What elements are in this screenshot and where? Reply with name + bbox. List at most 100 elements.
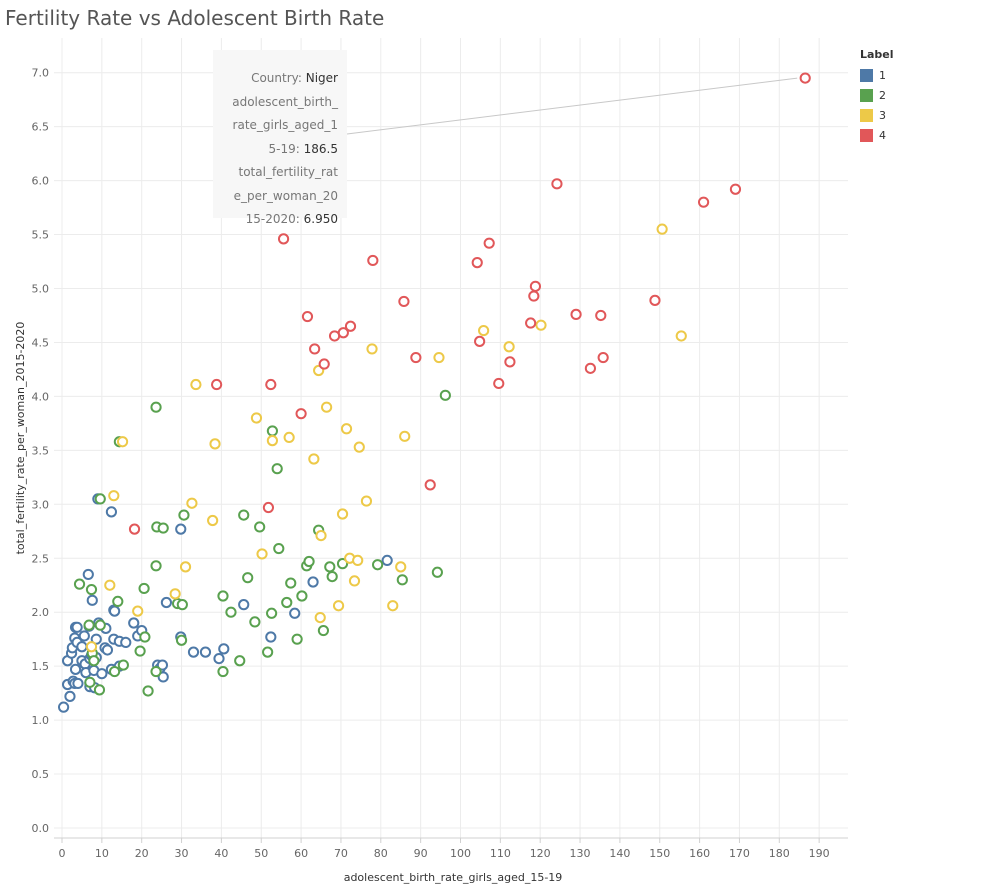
data-point-label-3[interactable] [675,330,687,342]
data-point-label-1[interactable] [96,668,108,680]
data-point-label-4[interactable] [398,295,410,308]
data-point-label-4[interactable] [697,196,710,208]
data-point-label-3[interactable] [478,324,490,337]
data-point-label-1[interactable] [109,605,121,617]
data-point-label-2[interactable] [262,646,274,658]
data-point-label-2[interactable] [94,493,106,505]
data-point-label-1[interactable] [105,506,118,518]
data-point-label-3[interactable] [266,435,279,447]
data-point-label-3[interactable] [360,495,373,507]
data-point-label-2[interactable] [271,463,283,475]
data-point-label-4[interactable] [493,377,505,390]
data-point-label-1[interactable] [381,554,393,567]
data-point-label-3[interactable] [104,579,116,591]
data-point-label-2[interactable] [150,665,162,678]
data-point-label-4[interactable] [265,378,277,391]
data-point-label-3[interactable] [395,561,407,573]
data-point-label-3[interactable] [116,436,129,448]
data-point-label-2[interactable] [281,596,293,609]
data-point-label-3[interactable] [108,490,120,502]
data-point-label-3[interactable] [353,441,365,453]
data-point-label-4[interactable] [528,290,540,302]
data-point-label-4[interactable] [799,72,811,84]
data-point-label-2[interactable] [317,624,330,637]
data-point-label-2[interactable] [431,566,443,578]
data-point-label-1[interactable] [175,523,187,535]
data-point-label-1[interactable] [218,643,230,655]
data-point-label-4[interactable] [529,280,542,292]
data-point-label-1[interactable] [238,599,250,611]
data-point-label-1[interactable] [120,636,132,649]
data-point-label-4[interactable] [525,317,537,329]
data-point-label-3[interactable] [399,430,411,442]
data-point-label-4[interactable] [649,294,661,306]
data-point-label-2[interactable] [303,555,315,568]
data-point-label-2[interactable] [291,633,303,645]
data-point-label-2[interactable] [150,560,162,572]
data-point-label-2[interactable] [93,684,106,696]
data-point-label-3[interactable] [348,575,361,587]
data-point-label-2[interactable] [85,583,98,596]
data-point-label-2[interactable] [117,659,129,671]
data-point-label-1[interactable] [289,607,301,619]
data-point-label-4[interactable] [128,523,141,535]
data-point-label-1[interactable] [307,576,319,588]
data-point-label-2[interactable] [109,665,121,678]
data-point-label-4[interactable] [551,178,563,190]
data-point-label-1[interactable] [82,568,94,581]
data-point-label-1[interactable] [78,630,90,642]
data-point-label-4[interactable] [211,378,223,391]
data-point-label-2[interactable] [285,577,297,589]
data-point-label-2[interactable] [372,559,384,571]
data-point-label-4[interactable] [337,327,349,339]
data-point-label-3[interactable] [352,554,364,567]
data-point-label-3[interactable] [340,423,353,435]
data-point-label-2[interactable] [336,558,349,570]
data-point-label-4[interactable] [295,408,307,420]
data-point-label-2[interactable] [139,631,151,643]
data-point-label-2[interactable] [112,595,124,608]
data-point-label-3[interactable] [321,401,333,413]
data-point-label-2[interactable] [178,509,190,521]
data-point-label-2[interactable] [242,572,254,584]
data-point-label-1[interactable] [157,671,169,683]
data-point-label-2[interactable] [138,582,150,595]
data-point-label-2[interactable] [217,665,229,678]
data-point-label-4[interactable] [570,308,582,320]
data-point-label-2[interactable] [157,522,169,534]
data-point-label-1[interactable] [69,663,82,675]
data-point-label-3[interactable] [332,600,345,612]
data-point-label-2[interactable] [266,607,278,619]
data-point-label-4[interactable] [277,233,290,245]
data-point-label-3[interactable] [336,508,349,520]
data-point-label-3[interactable] [190,378,202,391]
data-point-label-3[interactable] [283,431,295,444]
data-point-label-2[interactable] [84,676,96,688]
data-point-label-3[interactable] [85,641,98,653]
data-point-label-1[interactable] [64,690,76,702]
data-point-label-1[interactable] [128,617,140,629]
data-point-label-2[interactable] [175,634,188,646]
data-point-label-2[interactable] [83,619,95,631]
data-point-label-4[interactable] [318,358,330,370]
data-point-label-1[interactable] [72,677,84,690]
data-point-label-3[interactable] [186,497,198,509]
data-point-label-4[interactable] [344,320,357,332]
data-point-label-2[interactable] [150,401,162,413]
data-point-label-2[interactable] [324,561,336,573]
data-point-label-2[interactable] [273,542,285,555]
data-point-label-3[interactable] [503,341,515,353]
data-point-label-3[interactable] [308,453,320,465]
data-point-label-2[interactable] [73,578,86,590]
data-point-label-4[interactable] [471,257,483,269]
data-point-label-1[interactable] [57,701,70,713]
data-point-label-4[interactable] [262,501,275,514]
data-point-label-2[interactable] [217,590,229,602]
data-point-label-4[interactable] [584,362,597,374]
data-point-label-3[interactable] [250,412,263,424]
data-point-label-3[interactable] [535,319,547,331]
data-point-label-2[interactable] [249,616,261,628]
data-point-label-2[interactable] [254,521,266,533]
data-point-label-3[interactable] [256,548,268,560]
data-point-label-4[interactable] [483,237,495,249]
